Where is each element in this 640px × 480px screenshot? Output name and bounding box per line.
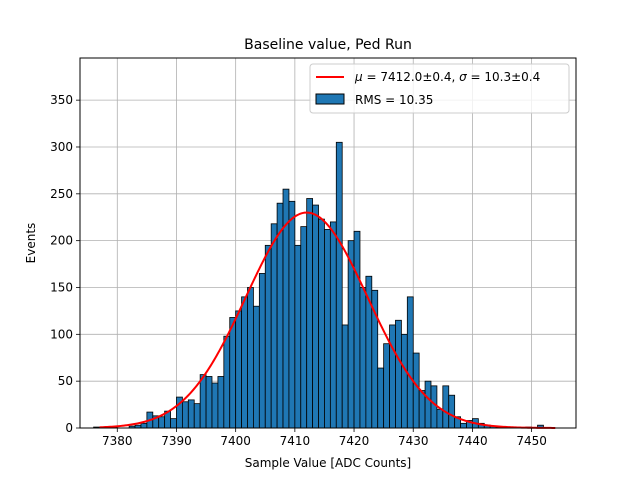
histogram-bar <box>329 221 337 429</box>
legend-histogram-patch <box>315 93 345 105</box>
histogram-bar <box>412 352 420 429</box>
y-tick-label: 50 <box>58 374 73 388</box>
x-axis-label: Sample Value [ADC Counts] <box>245 456 411 470</box>
histogram-bar <box>383 343 390 429</box>
histogram-bar <box>170 418 177 429</box>
histogram-bar <box>247 287 254 429</box>
y-tick-label: 0 <box>65 421 73 435</box>
histogram-bar <box>424 380 432 429</box>
histogram-bar <box>193 403 201 429</box>
histogram-bar <box>181 401 189 429</box>
histogram-bar <box>294 244 302 429</box>
histogram-bar <box>353 230 361 429</box>
histogram-bar <box>430 385 438 429</box>
histogram-bar <box>312 204 319 429</box>
x-tick-label: 7430 <box>398 434 429 448</box>
y-tick-label: 100 <box>50 327 73 341</box>
histogram-bar <box>460 422 467 429</box>
histogram-bar <box>205 376 213 429</box>
histogram-bar <box>418 390 426 429</box>
histogram-bar <box>395 319 402 429</box>
histogram-bar <box>324 229 331 429</box>
legend-box <box>309 63 570 114</box>
histogram-bar <box>187 399 195 429</box>
histogram-bar <box>318 218 325 429</box>
legend: μ = 7412.0±0.4, σ = 10.3±0.4 RMS = 10.35 <box>309 63 570 114</box>
histogram-bar <box>270 223 278 429</box>
histogram-bar <box>264 244 272 429</box>
x-tick-label: 7380 <box>102 434 133 448</box>
histogram-bar <box>400 333 408 429</box>
histogram-bar <box>229 317 237 429</box>
histogram-bar <box>211 382 219 429</box>
histogram-bar <box>448 394 456 429</box>
y-tick-label: 150 <box>50 280 73 294</box>
x-tick-label: 7440 <box>457 434 488 448</box>
histogram-bar <box>288 200 296 429</box>
histogram-bar <box>406 296 414 429</box>
y-tick-label: 350 <box>50 93 73 107</box>
histogram-bar <box>235 310 242 429</box>
plot-area: 7380 7390 7400 7410 7420 7430 7440 7450 0 50 100 1… <box>50 57 577 448</box>
histogram-bar <box>253 305 260 429</box>
histogram-bar <box>158 416 166 429</box>
histogram-bar <box>199 374 207 429</box>
chart-title: Baseline value, Ped Run <box>244 37 412 53</box>
histogram-bar <box>300 226 308 429</box>
x-tick-label: 7420 <box>339 434 370 448</box>
gaussian-fit-curve <box>99 211 556 429</box>
histogram-bar <box>306 198 314 429</box>
legend-histogram-label: RMS = 10.35 <box>355 93 433 107</box>
histogram-bar <box>341 324 349 429</box>
histogram-bar <box>335 141 343 429</box>
histogram-bar <box>140 422 148 429</box>
axes-frame <box>79 57 577 429</box>
y-tick-label: 300 <box>50 140 73 154</box>
histogram-bar <box>241 296 248 429</box>
histogram-bar <box>442 385 450 429</box>
histogram-bar <box>359 287 367 429</box>
legend-fit-label: μ = 7412.0±0.4, σ = 10.3±0.4 <box>354 70 540 84</box>
y-tick-label: 200 <box>50 234 73 248</box>
x-tick-label: 7400 <box>220 434 251 448</box>
y-tick-label: 250 <box>50 187 73 201</box>
histogram-bar <box>389 324 396 429</box>
histogram-bar <box>377 367 385 429</box>
y-axis-ticks: 0 50 100 150 200 250 300 350 <box>50 93 80 435</box>
histogram-bar <box>223 335 231 429</box>
x-tick-label: 7390 <box>161 434 192 448</box>
x-axis-ticks: 7380 7390 7400 7410 7420 7430 7440 7450 <box>102 428 547 448</box>
histogram-bar <box>258 273 266 429</box>
x-tick-label: 7450 <box>516 434 547 448</box>
histogram-bar <box>217 376 225 429</box>
y-axis-label: Events <box>24 223 38 264</box>
x-tick-label: 7410 <box>280 434 311 448</box>
histogram-bar <box>436 408 444 429</box>
